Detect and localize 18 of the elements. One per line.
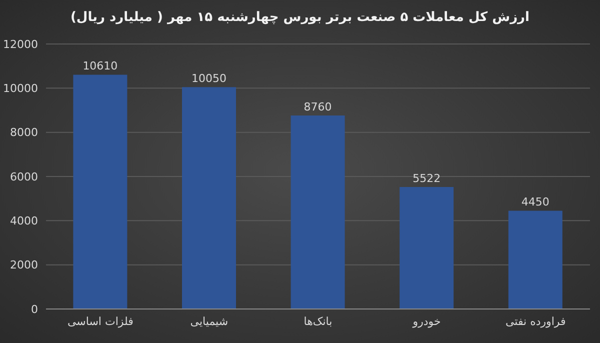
- x-tick-label: فراورده نفتی: [505, 314, 566, 328]
- data-label: 10050: [192, 72, 226, 86]
- data-label: 10610: [82, 60, 118, 73]
- data-label: 5522: [412, 172, 441, 186]
- y-tick-label: 4000: [10, 214, 38, 228]
- y-tick-label: 8000: [10, 126, 38, 140]
- x-tick-label: فلزات اساسی: [67, 314, 134, 328]
- x-tick-label: خودرو: [412, 314, 441, 328]
- x-tick-label: بانک‌ها: [304, 314, 332, 328]
- chart-title: ارزش کل معاملات ۵ صنعت برتر بورس چهارشنبه ۱۵ مهر ( میلیارد ریال): [69, 10, 530, 25]
- y-tick-label: 2000: [10, 258, 38, 272]
- y-tick-label: 0: [31, 302, 38, 316]
- x-tick-label: شیمیایی: [190, 314, 228, 328]
- y-tick-label: 12000: [3, 38, 38, 51]
- data-label: 4450: [521, 196, 550, 209]
- y-tick-label: 10000: [3, 82, 38, 96]
- data-label: 8760: [304, 100, 332, 114]
- y-tick-label: 6000: [10, 170, 38, 184]
